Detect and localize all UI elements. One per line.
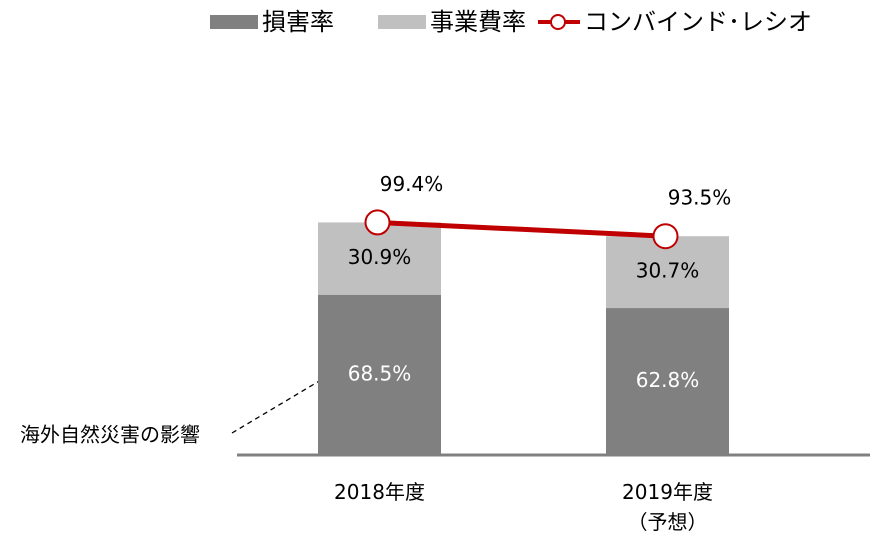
legend-label: 損害率 [262, 8, 334, 36]
line [377, 219, 666, 239]
data-label: 93.5% [668, 186, 732, 210]
x-tick-label: 2019年度 （予想） [622, 480, 713, 534]
legend-marker [550, 14, 566, 30]
x-tick-label: 2018年度 [334, 480, 425, 504]
legend-label: 事業費率 [430, 8, 526, 36]
bar-segment [606, 308, 729, 455]
data-label: 62.8% [636, 368, 700, 392]
line-marker [364, 209, 391, 236]
line-marker [652, 223, 679, 250]
data-label: 68.5% [348, 361, 412, 385]
legend-swatch [210, 15, 258, 29]
data-label: 99.4% [380, 172, 444, 196]
data-label: 30.7% [636, 259, 700, 283]
legend-label: コンバインド･レシオ [584, 8, 812, 36]
annotation: 海外自然災害の影響 [20, 423, 200, 447]
legend-swatch [378, 15, 426, 29]
data-label: 30.9% [348, 245, 412, 269]
bar-segment [318, 294, 441, 455]
annotation-leader [231, 376, 327, 434]
